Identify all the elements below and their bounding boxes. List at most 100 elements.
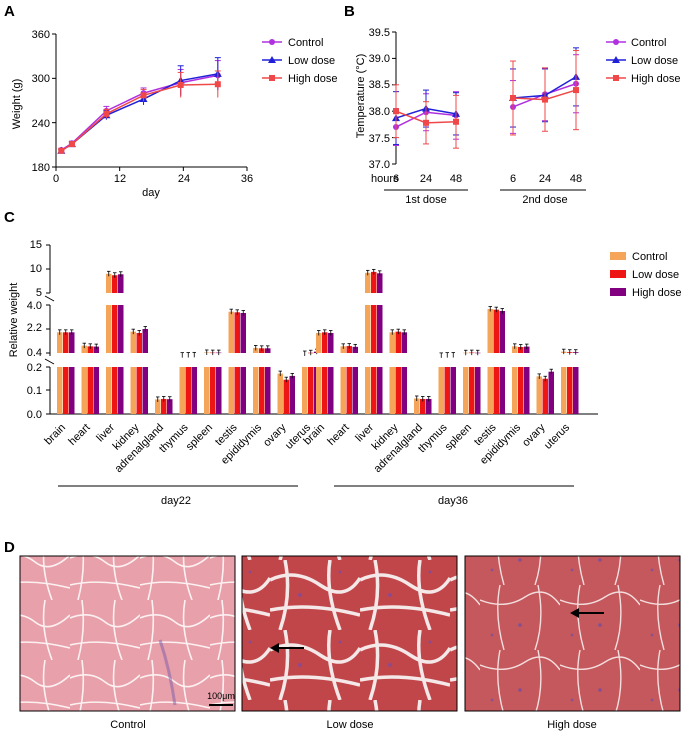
- axis-label-x-day: day: [142, 187, 160, 199]
- panel-label-a: A: [4, 3, 15, 20]
- legend-c-high: High dose: [632, 287, 682, 299]
- bar-day36-kidney-high-dose: [401, 367, 407, 414]
- caption-low-dose: Low dose: [326, 719, 373, 731]
- axis-label-y-weight: Weight (g): [11, 79, 23, 130]
- data-point-high-dose: [542, 96, 548, 103]
- bar-day36-ovary-high-dose: [548, 371, 554, 414]
- bar-day36-adrenalgland-high-dose: [426, 398, 432, 414]
- bar-day36-liver-control: [365, 367, 371, 414]
- group-label-day36: day36: [438, 495, 468, 507]
- tick-label-day36-spleen: spleen: [443, 422, 474, 453]
- bar-day22-brain-control: [57, 332, 63, 353]
- bar-day36-uterus-low-dose: [567, 367, 573, 414]
- bar-day36-spleen-high-dose: [475, 367, 481, 414]
- bar-day36-kidney-low-dose: [395, 331, 401, 353]
- bar-day36-heart-high-dose: [352, 346, 358, 353]
- data-point-high-dose: [510, 95, 516, 101]
- data-point-high-dose: [140, 92, 147, 99]
- bar-day22-heart-control: [81, 345, 87, 353]
- tick-label-y-10: 10: [30, 263, 42, 275]
- axis-title-hours: hours: [371, 173, 399, 185]
- tick-label-y-0-4: 0.4: [27, 347, 42, 359]
- panel-label-c: C: [4, 209, 15, 226]
- bar-day36-testis-low-dose: [493, 309, 499, 353]
- bar-day36-epididymis-low-dose: [518, 347, 524, 353]
- bar-day22-testis-control: [228, 311, 234, 353]
- bar-day36-liver-high-dose: [377, 305, 383, 353]
- tick-label-y-300: 300: [32, 73, 50, 85]
- tick-label-y-39: 39.0: [369, 53, 390, 65]
- bar-day22-spleen-high-dose: [216, 367, 222, 414]
- data-point-high-dose: [103, 110, 110, 117]
- scale-bar-label: 100μm: [207, 691, 235, 701]
- tick-label-x-48b: 48: [570, 173, 582, 185]
- tick-label-day36-uterus: uterus: [542, 421, 572, 451]
- bar-day36-brain-high-dose: [328, 367, 334, 414]
- arrow-icon: [570, 608, 604, 618]
- axis-break-mark: [44, 295, 55, 302]
- tick-label-x-12: 12: [114, 173, 126, 185]
- bar-day22-brain-low-dose: [63, 332, 69, 353]
- legend-b: Control Low dose High dose: [606, 37, 681, 85]
- bar-day36-testis-control: [487, 309, 493, 353]
- tick-label-y-37-5: 37.5: [369, 133, 390, 145]
- data-point-high-dose: [453, 118, 459, 125]
- legend-b-control: Control: [631, 37, 666, 49]
- tick-label-y-37: 37.0: [369, 159, 390, 171]
- bar-day22-brain-high-dose: [69, 332, 75, 353]
- bar-day36-kidney-control: [389, 367, 395, 414]
- bar-day36-testis-control: [487, 367, 493, 414]
- tick-label-x-6a: 6: [393, 173, 399, 185]
- histology-image-low-dose: [241, 555, 458, 712]
- data-point-high-dose: [393, 108, 399, 115]
- data-point-high-dose: [214, 81, 221, 88]
- caption-control: Control: [110, 719, 145, 731]
- group-label-day22: day22: [161, 495, 191, 507]
- axis-label-y-relative-weight: Relative weight: [8, 283, 20, 358]
- bar-day36-brain-high-dose: [328, 333, 334, 353]
- tick-label-x-48a: 48: [450, 173, 462, 185]
- bar-day22-heart-low-dose: [87, 346, 93, 353]
- bar-day22-testis-control: [228, 367, 234, 414]
- bar-day22-uterus-low-dose: [308, 367, 314, 414]
- bar-day22-liver-high-dose: [118, 274, 124, 293]
- bar-day22-thymus-low-dose: [185, 367, 191, 414]
- bar-day22-adrenalgland-high-dose: [167, 399, 173, 414]
- bar-day36-kidney-low-dose: [395, 367, 401, 414]
- tick-label-y-4-0: 4.0: [27, 300, 42, 312]
- bar-day22-adrenalgland-control: [155, 399, 161, 414]
- bar-day36-kidney-control: [389, 332, 395, 353]
- tick-label-day22-brain: brain: [42, 422, 68, 448]
- bar-day36-uterus-control: [561, 367, 567, 414]
- bar-day22-heart-control: [81, 367, 87, 414]
- bar-day36-liver-low-dose: [371, 367, 377, 414]
- bar-day36-uterus-high-dose: [573, 367, 579, 414]
- bar-day36-adrenalgland-control: [414, 398, 420, 414]
- bar-day36-heart-high-dose: [352, 367, 358, 414]
- bar-day22-testis-high-dose: [240, 367, 246, 414]
- tick-label-x-36: 36: [241, 173, 253, 185]
- bar-day36-testis-high-dose: [499, 367, 505, 414]
- tick-label-y-15: 15: [30, 239, 42, 251]
- bar-day36-spleen-low-dose: [469, 367, 475, 414]
- caption-high-dose: High dose: [547, 719, 597, 731]
- bar-day22-ovary-low-dose: [283, 379, 289, 414]
- bar-day22-heart-high-dose: [93, 346, 99, 353]
- tick-label-day22-spleen: spleen: [184, 422, 215, 453]
- bar-day36-ovary-control: [536, 376, 542, 414]
- legend-b-low: Low dose: [631, 55, 678, 67]
- series-line-control: [60, 74, 218, 151]
- bar-day22-uterus-control: [302, 367, 308, 414]
- bar-day36-epididymis-high-dose: [524, 367, 530, 414]
- bar-day36-ovary-low-dose: [542, 378, 548, 414]
- tick-label-x-24b: 24: [539, 173, 551, 185]
- bar-day36-epididymis-high-dose: [524, 346, 530, 353]
- bar-day36-liver-high-dose: [377, 273, 383, 293]
- legend-a-control: Control: [288, 37, 323, 49]
- data-point-high-dose: [423, 119, 429, 126]
- tick-label-y-38-5: 38.5: [369, 79, 390, 91]
- tick-label-y-39-5: 39.5: [369, 27, 390, 39]
- bar-day36-heart-low-dose: [346, 346, 352, 353]
- bar-day22-ovary-control: [277, 373, 283, 414]
